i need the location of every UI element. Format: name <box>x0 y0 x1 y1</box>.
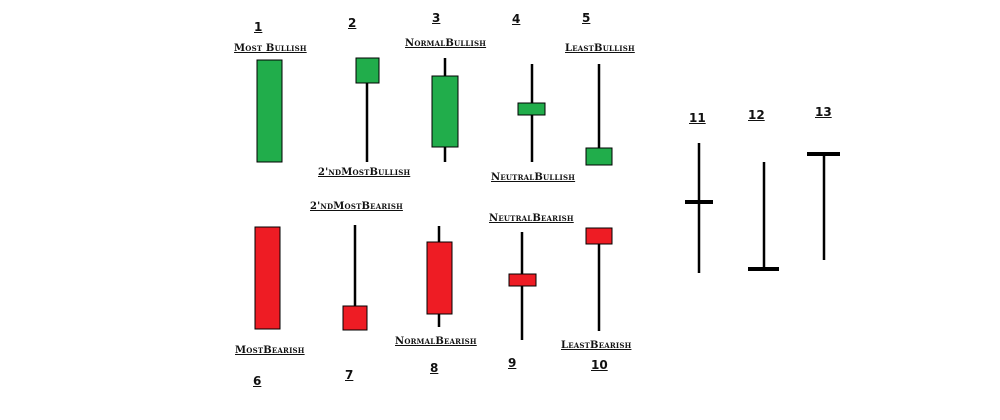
candle-1 <box>256 59 283 163</box>
candle-10 <box>585 227 613 331</box>
candle-3 <box>431 58 459 162</box>
candle-11-number: 11 <box>689 111 706 125</box>
candle-6-body <box>254 226 281 330</box>
candle-1-body <box>256 59 283 163</box>
candle-5 <box>585 64 613 166</box>
candle-3-body <box>431 75 459 148</box>
candle-4-label: NeutralBullish <box>491 172 576 183</box>
candle-6-label: MostBearish <box>235 345 305 356</box>
candle-13 <box>807 152 840 260</box>
candle-3-number: 3 <box>432 11 441 25</box>
candle-5-label: LeastBullish <box>565 43 635 54</box>
candle-2-label: 2'ndMostBullish <box>318 167 411 178</box>
candle-4 <box>517 64 546 162</box>
candle-11 <box>685 143 713 273</box>
candle-7 <box>342 225 368 331</box>
candle-1-label: Most Bullish <box>234 43 307 54</box>
candle-8 <box>426 226 453 327</box>
candle-10-label: LeastBearish <box>561 340 632 351</box>
candle-6 <box>254 226 281 330</box>
candle-8-number: 8 <box>430 361 439 375</box>
candle-9 <box>508 232 537 340</box>
candle-9-body <box>508 273 537 287</box>
candle-5-body <box>585 147 613 166</box>
candle-6-number: 6 <box>253 374 262 388</box>
candle-9-label: NeutralBearish <box>489 213 574 224</box>
candle-12-number: 12 <box>748 108 765 122</box>
candle-10-body <box>585 227 613 245</box>
candle-8-label: NormalBearish <box>395 336 477 347</box>
candle-10-number: 10 <box>591 358 608 372</box>
candle-4-number: 4 <box>512 12 521 26</box>
candle-3-label: NormalBullish <box>405 38 487 49</box>
candle-7-label: 2'ndMostBearish <box>310 201 403 212</box>
candle-13-number: 13 <box>815 105 832 119</box>
candle-2 <box>355 57 380 162</box>
candle-1-number: 1 <box>254 20 263 34</box>
candle-7-body <box>342 305 368 331</box>
candle-9-number: 9 <box>508 356 517 370</box>
candle-7-number: 7 <box>345 368 354 382</box>
candle-2-body <box>355 57 380 84</box>
candle-4-body <box>517 102 546 116</box>
candle-2-number: 2 <box>348 16 357 30</box>
candle-12 <box>748 162 779 271</box>
candle-8-body <box>426 241 453 315</box>
candle-5-number: 5 <box>582 11 591 25</box>
